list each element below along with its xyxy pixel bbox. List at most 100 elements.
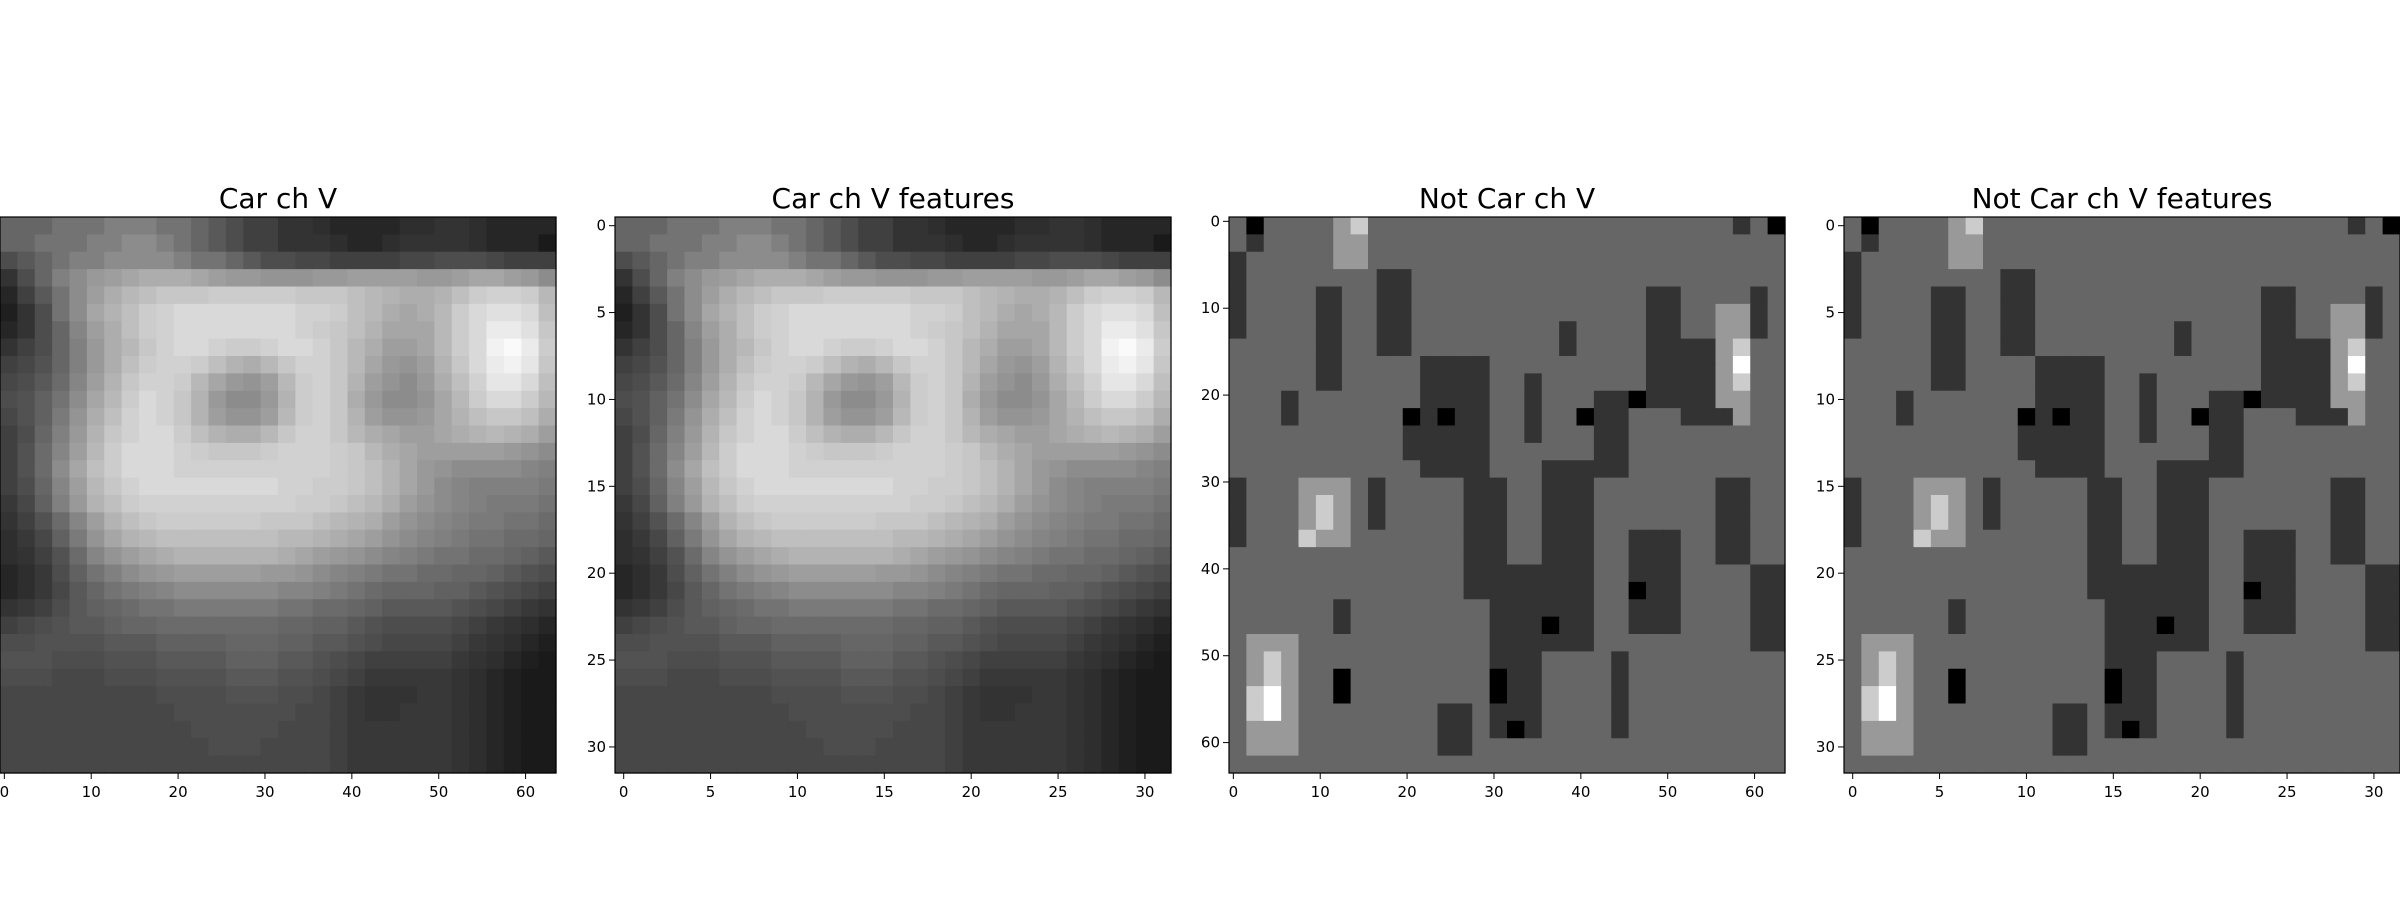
heatmap-cell (78, 538, 88, 548)
heatmap-cell (295, 243, 305, 253)
heatmap-cell (78, 312, 88, 322)
heatmap-cell (806, 477, 825, 496)
heatmap-cell (417, 573, 427, 583)
heatmap-cell (529, 347, 540, 357)
heatmap-cell (321, 356, 331, 366)
heatmap-cell (538, 356, 548, 366)
heatmap-cell (667, 651, 686, 670)
heatmap-cell (529, 277, 540, 288)
heatmap-cell (52, 347, 62, 357)
heatmap-cell (495, 547, 505, 557)
heatmap-cell (390, 234, 401, 244)
heatmap-cell (69, 451, 79, 461)
heatmap-cell (295, 555, 305, 566)
heatmap-cell (34, 321, 45, 331)
heatmap-cell (78, 677, 88, 687)
heatmap-cell (356, 286, 366, 296)
heatmap-cell (60, 599, 71, 609)
heatmap-cell (43, 503, 53, 513)
heatmap-cell (547, 338, 557, 348)
heatmap-cell (78, 347, 88, 357)
heatmap-cell (425, 286, 435, 296)
heatmap-cell (269, 677, 279, 687)
heatmap-cell (225, 668, 236, 679)
heatmap-cell (512, 234, 522, 244)
heatmap-cell (43, 607, 53, 618)
heatmap-cell (0, 329, 10, 340)
heatmap-cell (434, 503, 444, 513)
heatmap-cell (451, 573, 462, 583)
heatmap-cell (225, 364, 236, 374)
heatmap-cell (356, 720, 366, 731)
heatmap-cell (893, 269, 911, 288)
heatmap-cell (139, 356, 149, 366)
heatmap-cell (34, 764, 45, 774)
heatmap-cell (1066, 356, 1085, 374)
heatmap-cell (78, 694, 88, 705)
heatmap-cell (225, 434, 236, 444)
heatmap-cell (278, 573, 288, 583)
heatmap-cell (78, 668, 88, 679)
heatmap-cell (910, 495, 929, 513)
heatmap-cell (356, 260, 366, 270)
heatmap-cell (243, 225, 253, 235)
heatmap-cell (719, 460, 738, 479)
heatmap-cell (173, 225, 184, 235)
heatmap-cell (95, 738, 105, 748)
heatmap-cell (347, 486, 357, 496)
heatmap-cell (269, 573, 279, 583)
heatmap-cell (234, 321, 244, 331)
heatmap-cell (8, 686, 18, 696)
heatmap-cell (112, 217, 123, 227)
heatmap-cell (390, 399, 401, 409)
heatmap-cell (425, 495, 435, 505)
heatmap-cell (771, 303, 790, 322)
heatmap-cell (529, 338, 540, 348)
heatmap-cell (173, 694, 184, 705)
heatmap-cell (312, 651, 323, 661)
heatmap-cell (667, 495, 686, 513)
heatmap-cell (0, 694, 10, 705)
heatmap-cell (425, 651, 435, 661)
heatmap-cell (43, 538, 53, 548)
heatmap-cell (208, 460, 218, 470)
heatmap-cell (858, 442, 877, 461)
heatmap-cell (191, 416, 201, 427)
heatmap-cell (408, 243, 418, 253)
heatmap-cell (104, 373, 114, 383)
heatmap-cell (295, 712, 305, 722)
heatmap-cell (199, 555, 210, 566)
heatmap-cell (225, 329, 236, 340)
heatmap-cell (191, 460, 201, 470)
heatmap-cell (495, 660, 505, 670)
heatmap-cell (8, 642, 18, 652)
heatmap-cell (338, 277, 349, 288)
heatmap-cell (399, 495, 409, 505)
heatmap-cell (321, 521, 331, 531)
heatmap-cell (60, 451, 71, 461)
heatmap-cell (234, 503, 244, 513)
heatmap-cell (191, 642, 201, 652)
heatmap-cell (86, 303, 97, 314)
heatmap-cell (139, 347, 149, 357)
heatmap-cell (295, 642, 305, 652)
heatmap-cell (1049, 651, 1068, 670)
heatmap-cell (347, 451, 357, 461)
heatmap-cell (0, 625, 10, 635)
heatmap-cell (667, 529, 686, 548)
heatmap-cell (243, 416, 253, 427)
heatmap-cell (104, 746, 114, 757)
heatmap-cell (417, 616, 427, 626)
heatmap-cell (962, 338, 981, 357)
heatmap-cell (251, 416, 262, 427)
heatmap-cell (295, 477, 305, 487)
x-tick-label: 0 (0, 783, 9, 801)
heatmap-cell (330, 581, 340, 592)
heatmap-cell (1032, 495, 1050, 513)
heatmap-cell (69, 225, 79, 235)
heatmap-cell (217, 347, 227, 357)
heatmap-cell (104, 399, 114, 409)
heatmap-cell (338, 573, 349, 583)
heatmap-cell (86, 277, 97, 288)
heatmap-cell (736, 373, 755, 392)
